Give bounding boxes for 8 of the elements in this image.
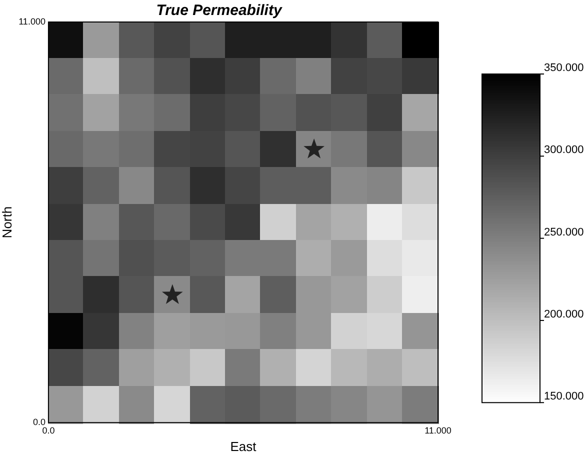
color-bar-label: 350.000	[544, 62, 584, 74]
y-axis-title: North	[0, 206, 14, 238]
color-bar-label: 300.000	[544, 144, 584, 156]
color-bar-label: 200.000	[544, 308, 584, 320]
chart-title: True Permeability	[156, 2, 282, 20]
x-axis-title: East	[230, 438, 257, 454]
color-bar-label: 150.000	[544, 390, 584, 403]
color-bar-label: 250.000	[544, 226, 584, 238]
